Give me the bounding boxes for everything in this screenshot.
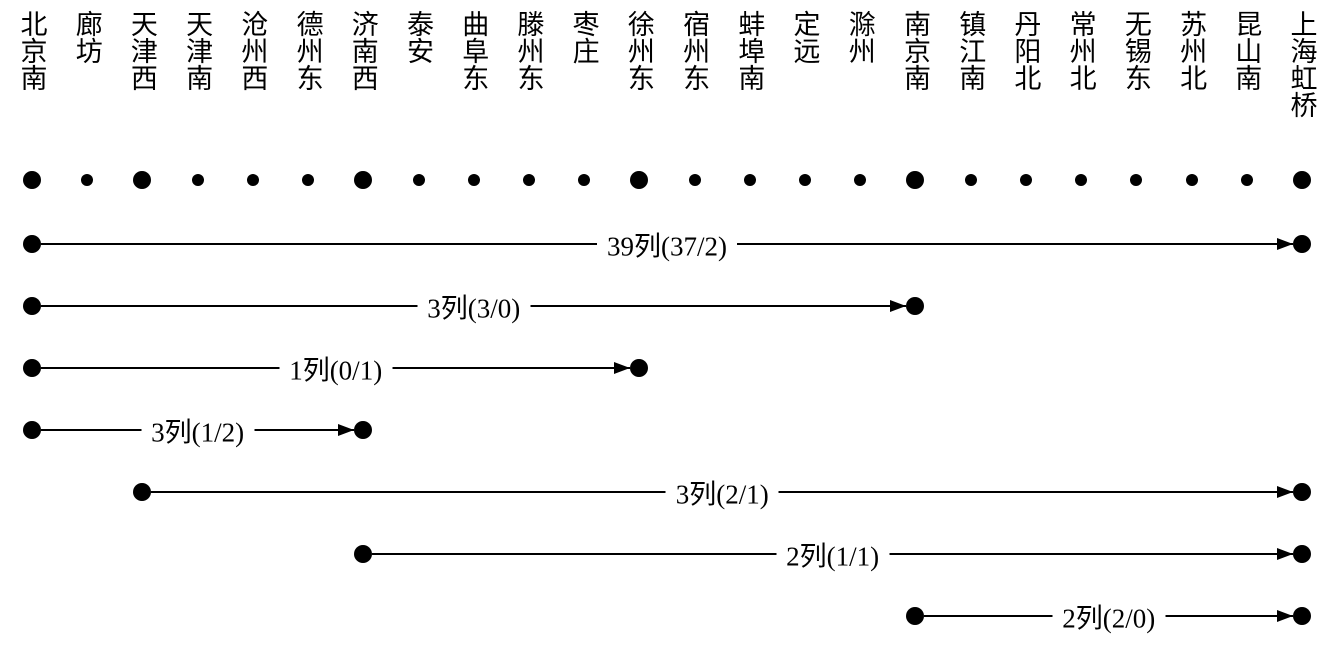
station-dot (630, 171, 648, 189)
route-label: 3列(2/1) (666, 473, 779, 512)
station-dot (523, 174, 535, 186)
station-label: 无锡东 (1117, 10, 1156, 91)
station-label: 南京南 (896, 10, 935, 91)
route-end-dot (1293, 545, 1311, 563)
station-dot (1186, 174, 1198, 186)
station-label: 天津南 (178, 10, 217, 91)
station-label: 济南西 (344, 10, 383, 91)
station-label: 常州北 (1062, 10, 1101, 91)
route-label: 2列(2/0) (1052, 597, 1165, 636)
station-label: 蚌埠南 (730, 10, 769, 91)
station-label: 昆山南 (1227, 10, 1266, 91)
route-label: 2列(1/1) (776, 535, 889, 574)
station-dot (302, 174, 314, 186)
station-label: 枣庄 (565, 10, 604, 64)
station-label: 廊坊 (68, 10, 107, 64)
station-dot (1130, 174, 1142, 186)
station-label: 曲阜东 (454, 10, 493, 91)
station-label: 滁州 (841, 10, 880, 64)
station-dot (81, 174, 93, 186)
station-dot (689, 174, 701, 186)
station-label: 天津西 (123, 10, 162, 91)
station-dot (192, 174, 204, 186)
station-dot (247, 174, 259, 186)
arrow-icon (614, 362, 630, 374)
arrow-icon (1277, 238, 1293, 250)
route-end-dot (1293, 235, 1311, 253)
station-label: 北京南 (13, 10, 52, 91)
arrow-icon (890, 300, 906, 312)
route-start-dot (906, 607, 924, 625)
station-label: 丹阳北 (1006, 10, 1045, 91)
station-dot (133, 171, 151, 189)
route-start-dot (23, 421, 41, 439)
station-label: 沧州西 (233, 10, 272, 91)
station-dot (1020, 174, 1032, 186)
route-end-dot (1293, 607, 1311, 625)
rail-schedule-diagram: 北京南廊坊天津西天津南沧州西德州东济南西泰安曲阜东滕州东枣庄徐州东宿州东蚌埠南定… (0, 0, 1331, 646)
station-dot (1241, 174, 1253, 186)
station-dot (468, 174, 480, 186)
station-label: 镇江南 (951, 10, 990, 91)
route-end-dot (1293, 483, 1311, 501)
arrow-icon (1277, 486, 1293, 498)
station-label: 滕州东 (509, 10, 548, 91)
station-label: 宿州东 (675, 10, 714, 91)
station-label: 苏州北 (1172, 10, 1211, 91)
route-start-dot (23, 359, 41, 377)
route-label: 1列(0/1) (279, 349, 392, 388)
station-dot (799, 174, 811, 186)
route-start-dot (23, 235, 41, 253)
station-label: 德州东 (289, 10, 328, 91)
arrow-icon (338, 424, 354, 436)
station-label: 定远 (786, 10, 825, 64)
station-label: 徐州东 (620, 10, 659, 91)
station-dot (906, 171, 924, 189)
route-start-dot (354, 545, 372, 563)
arrow-icon (1277, 548, 1293, 560)
station-dot (413, 174, 425, 186)
arrow-icon (1277, 610, 1293, 622)
station-dot (965, 174, 977, 186)
station-dot (744, 174, 756, 186)
route-end-dot (354, 421, 372, 439)
station-dot (1293, 171, 1311, 189)
station-dot (354, 171, 372, 189)
route-label: 3列(3/0) (417, 287, 530, 326)
route-end-dot (630, 359, 648, 377)
station-dot (854, 174, 866, 186)
route-label: 39列(37/2) (597, 225, 737, 264)
station-dot (578, 174, 590, 186)
route-start-dot (23, 297, 41, 315)
route-label: 3列(1/2) (141, 411, 254, 450)
station-dot (1075, 174, 1087, 186)
station-label: 上海虹桥 (1283, 10, 1322, 118)
station-dot (23, 171, 41, 189)
route-start-dot (133, 483, 151, 501)
station-label: 泰安 (399, 10, 438, 64)
route-end-dot (906, 297, 924, 315)
